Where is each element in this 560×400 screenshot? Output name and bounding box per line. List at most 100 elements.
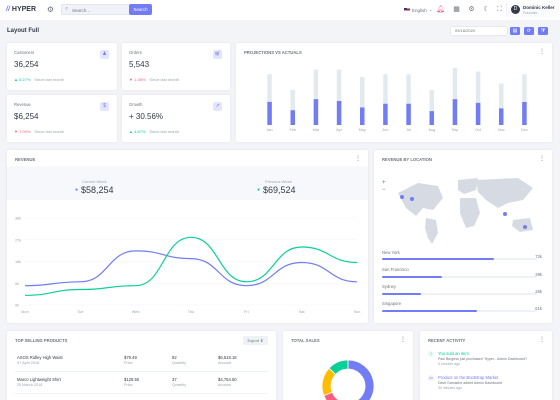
bar-projection <box>313 69 319 125</box>
revenue-line <box>24 236 358 296</box>
moon-icon[interactable]: ☾ <box>483 6 490 13</box>
product-date: 25 March 2018 <box>17 383 43 387</box>
total-sales-donut <box>321 359 375 400</box>
world-map <box>398 178 533 244</box>
y-tick-label: 9k <box>15 282 19 286</box>
product-quantity: 37 <box>172 377 177 382</box>
product-price: $79.49 <box>124 355 137 360</box>
x-tick-label: Dec <box>521 128 528 132</box>
us-flag-icon <box>404 8 410 12</box>
language-selector[interactable]: English ⌄ <box>404 7 433 13</box>
bar-actual <box>313 99 319 125</box>
product-price: $128.50 <box>124 377 140 382</box>
users-icon: ♟ <box>100 50 109 59</box>
bar-projection <box>429 89 434 125</box>
activity-text: Paul Burgess just purchased "Hyper - Adm… <box>438 357 528 361</box>
search-icon: ⌕ <box>65 6 69 12</box>
more-options-icon[interactable]: ⋮ <box>355 156 361 162</box>
more-options-icon[interactable]: ⋮ <box>539 156 545 162</box>
filter-icon[interactable]: ⧩ <box>538 27 548 35</box>
zoom-out-icon[interactable]: − <box>382 187 386 193</box>
settings-gear-icon[interactable]: ⚙ <box>46 5 55 14</box>
stat-title: Orders <box>129 50 142 55</box>
apps-grid-icon[interactable]: ▦ <box>453 6 460 13</box>
chevron-down-icon: ⌄ <box>428 7 433 12</box>
search-button[interactable]: Search <box>129 4 152 15</box>
donut-slice <box>347 359 375 400</box>
x-tick-label: Wed <box>132 310 140 314</box>
stat-title: Customers <box>14 50 35 55</box>
product-amount: $6,518.18 <box>218 355 237 360</box>
card-title: Recent Activity <box>428 338 466 343</box>
product-name: ASOS Ridley High Waist <box>17 355 63 360</box>
bar-actual <box>290 110 295 125</box>
bar-projection <box>360 77 365 125</box>
y-tick-label: 27k <box>15 238 21 242</box>
more-options-icon[interactable]: ⋮ <box>400 337 406 343</box>
recent-activity-card: Recent Activity ⋮ ↑ You sold an item Pau… <box>420 331 552 400</box>
calendar-icon[interactable]: ▤ <box>510 27 520 35</box>
fullscreen-icon[interactable]: ⛶ <box>497 6 502 13</box>
bar-actual <box>499 108 504 125</box>
y-tick-label: 18k <box>15 260 21 264</box>
activity-title[interactable]: Product on the Bootstrap Market <box>438 375 499 380</box>
location-value: 25k <box>535 289 542 294</box>
stat-value: 5,543 <box>129 60 150 69</box>
x-tick-label: Sun <box>354 310 361 314</box>
marker-new-york <box>410 197 414 201</box>
stat-footer: ▼ 1.08% Since last month <box>129 77 179 82</box>
product-date: 07 April 2018 <box>17 361 40 365</box>
product-quantity: 82 <box>172 355 177 360</box>
search-input[interactable] <box>72 6 128 14</box>
gear-icon[interactable]: ⚙ <box>468 6 475 13</box>
stat-card-growth: Growth + 30.56% ↗ ▲ 4.87% Since last mont… <box>122 95 230 142</box>
x-tick-label: Sat <box>299 310 306 314</box>
more-options-icon[interactable]: ⋮ <box>539 337 545 343</box>
location-name: Singapore <box>382 301 402 306</box>
price-label: Price <box>124 361 133 365</box>
top-selling-card: Top Selling Products Export ⬇ ASOS Ridle… <box>7 331 276 400</box>
x-tick-label: Nov <box>498 128 505 132</box>
x-tick-label: Jan <box>267 128 273 132</box>
location-name: Sydney <box>382 284 396 289</box>
bar-projection <box>267 74 272 125</box>
location-bar <box>382 258 537 260</box>
refresh-icon[interactable]: ⟳ <box>524 27 534 35</box>
card-title: Revenue <box>15 157 36 162</box>
row-divider <box>15 371 268 372</box>
bar-projection <box>383 74 388 125</box>
activity-time: 30 minutes ago <box>438 386 462 390</box>
brand-name: HYPER <box>11 6 37 13</box>
more-options-icon[interactable]: ⋮ <box>539 49 545 55</box>
bar-actual <box>406 103 411 125</box>
bar-actual <box>475 102 481 125</box>
location-card: Revenue By Location ⋮ + − New York 72k S… <box>374 150 552 323</box>
bell-icon[interactable]: 🔔︎ <box>436 6 445 13</box>
zoom-in-icon[interactable]: + <box>382 180 386 186</box>
current-week-value: ● $58,254 <box>75 185 114 195</box>
brand-logo[interactable]: // HYPER <box>6 6 36 13</box>
dollar-icon: $ <box>100 102 109 111</box>
location-value: 61k <box>535 306 542 311</box>
date-picker[interactable]: 09/18/2020 <box>451 27 507 35</box>
revenue-summary <box>7 166 368 200</box>
quantity-label: Quantity <box>172 361 187 365</box>
card-title: Top Selling Products <box>15 338 68 343</box>
location-name: New York <box>382 250 400 255</box>
x-tick-label: Thu <box>188 310 195 314</box>
activity-title[interactable]: You sold an item <box>438 351 469 356</box>
projections-card: Projections Vs Actuals ⋮ Jan Feb Mar Apr May… <box>236 43 552 142</box>
quantity-label: Quantity <box>172 383 187 387</box>
x-tick-label: Oct <box>475 128 482 132</box>
product-name: Marco Lightweight Shirt <box>17 377 61 382</box>
x-tick-label: Mon <box>21 310 28 314</box>
x-tick-label: Jul <box>406 128 411 132</box>
search-box: ⌕ <box>61 4 131 15</box>
x-tick-label: May <box>359 128 366 132</box>
user-menu[interactable]: D Dominic Keller Founder <box>506 3 558 17</box>
pulse-icon: ↗ <box>213 102 222 111</box>
location-bar <box>382 276 537 278</box>
export-button[interactable]: Export ⬇ <box>243 336 268 345</box>
x-tick-label: Jun <box>382 128 388 132</box>
